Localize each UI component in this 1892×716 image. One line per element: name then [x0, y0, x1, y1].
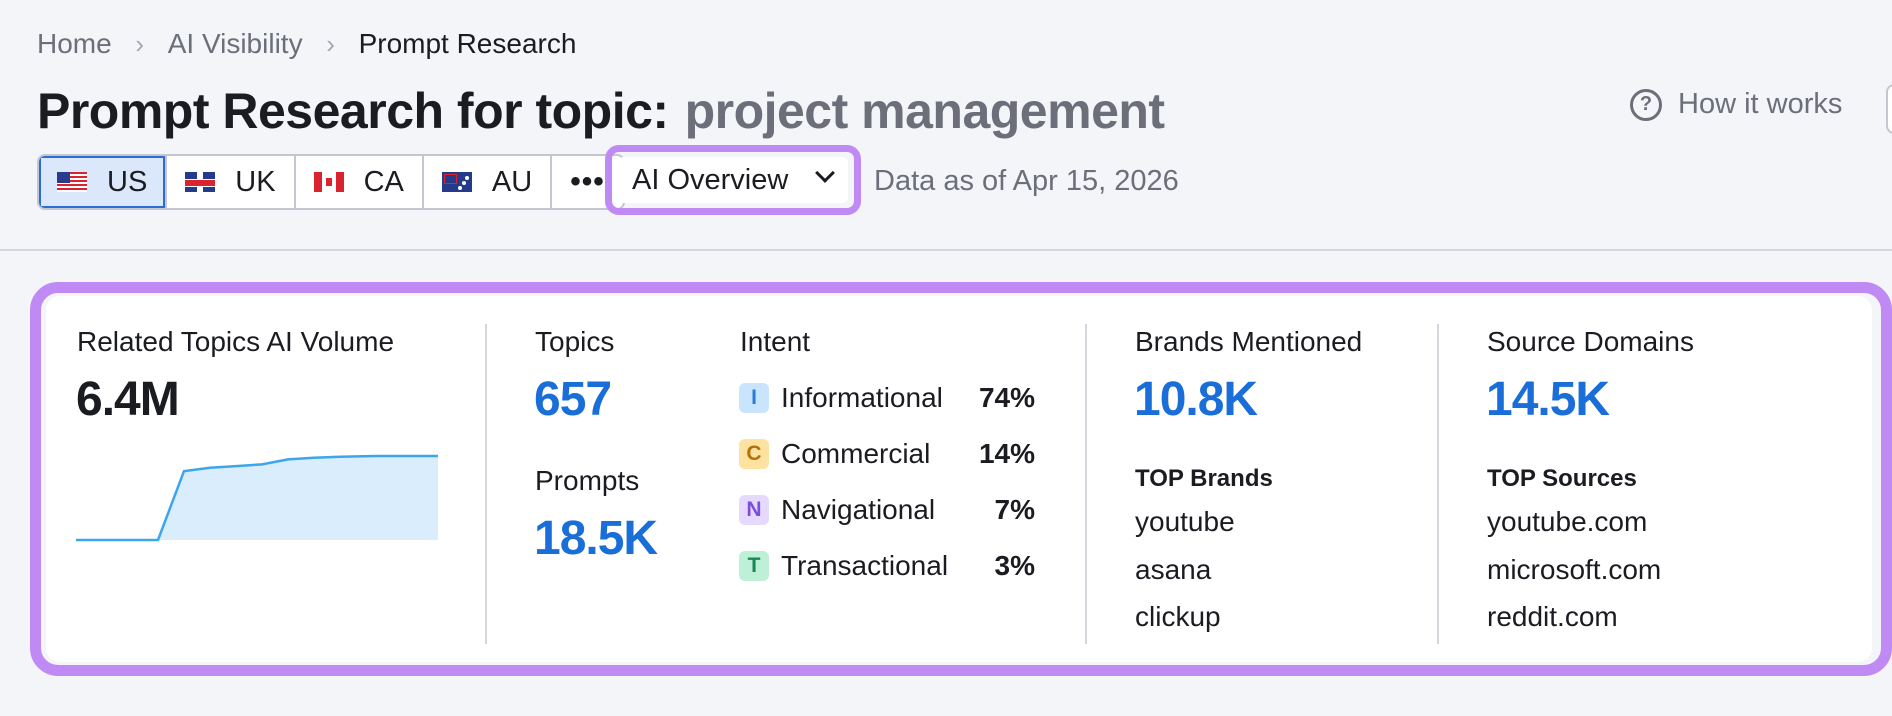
intent-row-navigational: N Navigational 7%	[739, 493, 1035, 527]
column-divider	[485, 324, 487, 644]
help-circle-icon: ?	[1630, 88, 1662, 121]
trend-area	[158, 456, 438, 540]
intent-row-transactional: T Transactional 3%	[739, 549, 1035, 583]
intent-percent: 14%	[978, 438, 1035, 469]
top-brands-heading: TOP Brands	[1135, 465, 1273, 492]
top-brand-item: clickup	[1135, 601, 1221, 632]
intent-name: Commercial	[781, 438, 931, 469]
breadcrumb-home[interactable]: Home	[37, 28, 112, 59]
chevron-right-icon: ›	[135, 28, 145, 59]
au-flag-icon	[441, 172, 472, 192]
ai-source-highlight	[605, 145, 861, 215]
sources-value[interactable]: 14.5K	[1486, 373, 1610, 426]
database-us-button[interactable]: US	[39, 156, 168, 208]
top-brand-item: youtube	[1135, 506, 1235, 537]
database-uk-button[interactable]: UK	[167, 156, 296, 208]
breadcrumb-current: Prompt Research	[358, 28, 577, 59]
page-title-topic: project management	[684, 83, 1166, 139]
database-au-button[interactable]: AU	[424, 156, 553, 208]
how-it-works-link[interactable]: ? How it works	[1630, 88, 1842, 121]
page-title: Prompt Research for topic: project manag…	[37, 82, 1165, 140]
prompts-value[interactable]: 18.5K	[534, 512, 658, 565]
breadcrumb: Home › AI Visibility › Prompt Research	[37, 28, 576, 60]
topics-value[interactable]: 657	[534, 373, 612, 426]
database-label: US	[107, 165, 148, 198]
database-label: CA	[363, 165, 404, 198]
breadcrumb-ai-visibility[interactable]: AI Visibility	[167, 28, 303, 59]
intent-badge-commercial: C	[739, 439, 769, 469]
data-as-of-text: Data as of Apr 15, 2026	[874, 165, 1179, 197]
top-source-item: microsoft.com	[1487, 554, 1662, 585]
volume-value: 6.4M	[76, 373, 180, 426]
volume-label: Related Topics AI Volume	[77, 326, 395, 357]
ca-flag-icon	[313, 172, 344, 192]
trend-line	[76, 454, 438, 542]
sources-label: Source Domains	[1487, 326, 1694, 357]
database-selector: US UK CA AU •••	[37, 154, 625, 210]
intent-percent: 7%	[994, 494, 1035, 525]
database-ca-button[interactable]: CA	[296, 156, 424, 208]
intent-badge-navigational: N	[739, 495, 769, 525]
uk-flag-icon	[185, 172, 216, 192]
topics-label: Topics	[535, 326, 615, 357]
top-sources-heading: TOP Sources	[1487, 465, 1637, 492]
more-databases-button[interactable]: •••	[552, 156, 623, 208]
top-source-item: reddit.com	[1487, 601, 1618, 632]
intent-percent: 3%	[994, 550, 1035, 581]
intent-row-commercial: C Commercial 14%	[739, 437, 1035, 471]
database-label: UK	[235, 165, 276, 198]
brands-label: Brands Mentioned	[1135, 326, 1363, 357]
page-title-prefix: Prompt Research for topic:	[37, 83, 669, 139]
top-brand-item: asana	[1135, 554, 1212, 585]
brands-value[interactable]: 10.8K	[1134, 373, 1258, 426]
prompts-label: Prompts	[535, 465, 640, 496]
us-flag-icon	[57, 172, 87, 192]
intent-badge-informational: I	[739, 383, 769, 413]
top-source-item: youtube.com	[1487, 506, 1648, 537]
intent-percent: 74%	[978, 382, 1035, 413]
overflow-button[interactable]	[1886, 84, 1892, 134]
intent-name: Informational	[781, 382, 943, 413]
column-divider	[1437, 324, 1439, 644]
chevron-down-icon	[815, 163, 835, 183]
header-divider	[0, 249, 1892, 251]
ai-source-select[interactable]: AI Overview	[618, 157, 848, 203]
summary-highlight	[30, 282, 1892, 676]
database-label: AU	[491, 165, 533, 198]
chevron-right-icon: ›	[326, 28, 335, 59]
intent-name: Navigational	[781, 494, 936, 525]
column-divider	[1085, 324, 1087, 644]
how-it-works-label: How it works	[1678, 88, 1843, 120]
intent-name: Transactional	[781, 550, 949, 581]
intent-row-informational: I Informational 74%	[739, 381, 1035, 415]
ai-source-value: AI Overview	[632, 163, 789, 196]
intent-badge-transactional: T	[739, 551, 769, 581]
volume-trend-chart	[76, 454, 438, 542]
intent-label: Intent	[740, 326, 811, 357]
more-dots-icon: •••	[570, 165, 605, 198]
